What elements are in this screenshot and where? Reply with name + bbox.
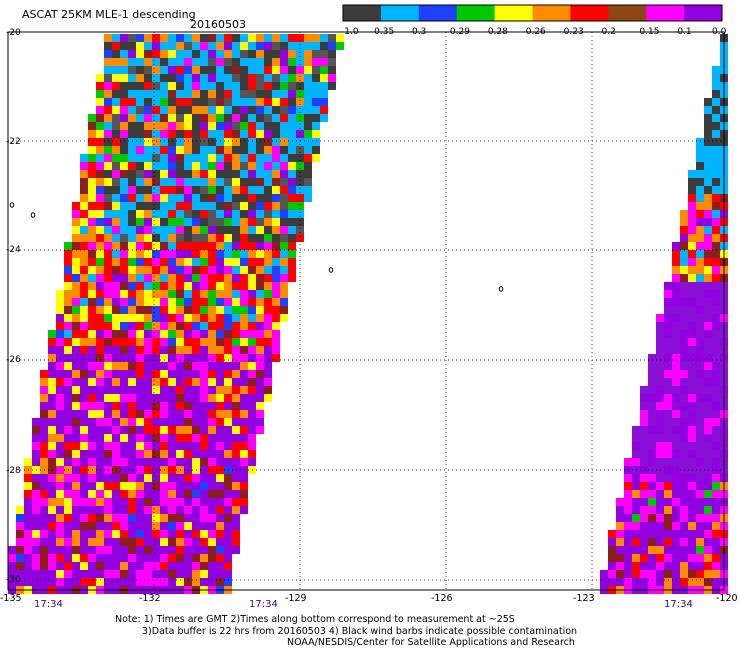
colorbar-segment [570,5,609,21]
island-markers [9,202,504,292]
lon-label: -132 [139,593,161,604]
lat-label: -30 [6,575,21,585]
note-line-2: 3)Data buffer is 22 hrs from 20160503 4)… [142,626,578,637]
map-frame [7,31,725,591]
colorbar-segment [494,5,533,21]
colorbar-segment [456,5,496,21]
lat-label: -22 [6,137,21,147]
colorbar-segment [418,5,458,21]
note-line-3: NOAA/NESDIS/Center for Satellite Applica… [287,637,575,648]
pass-time: 17:34 [249,599,278,610]
colorbar-tick-label: -0.29 [446,27,470,37]
colorbar-segment [608,5,647,21]
colorbar [342,4,723,22]
colorbar-tick-label: -0.35 [370,27,395,37]
colorbar-segment [380,5,420,21]
colorbar-tick-label: -0.3 [408,27,427,37]
colorbar-segment [646,5,685,21]
data-swaths [8,34,728,594]
lat-label: -26 [6,355,21,365]
lat-label: -20 [6,28,21,38]
pass-time: 17:34 [34,599,63,610]
lat-label: -24 [6,245,21,255]
lon-label: -126 [431,593,453,604]
colorbar-segment [532,5,571,21]
lon-label: -120 [716,593,738,604]
map-date: 20160503 [190,18,246,31]
colorbar-tick-label: -0.23 [560,27,584,37]
colorbar-tick-label: -0.15 [636,27,660,37]
colorbar-segment [684,5,723,21]
colorbar-tick-label: -0.26 [522,27,546,37]
colorbar-tick-label: -0.2 [598,27,616,37]
map-title: ASCAT 25KM MLE-1 descending [22,8,196,21]
colorbar-tick-label: -0.1 [674,27,692,37]
lat-label: -28 [6,466,21,476]
colorbar-segment [343,5,382,21]
colorbar-tick-label: -0.28 [484,27,508,37]
colorbar-tick-label: -1.0 [341,27,359,37]
pass-time: 17:34 [664,599,693,610]
lon-label: -123 [573,593,595,604]
lon-label: -135 [0,593,22,604]
colorbar-tick-label: 0.0 [712,27,727,37]
lon-label: -129 [285,593,307,604]
note-line-1: Note: 1) Times are GMT 2)Times along bot… [115,614,515,625]
